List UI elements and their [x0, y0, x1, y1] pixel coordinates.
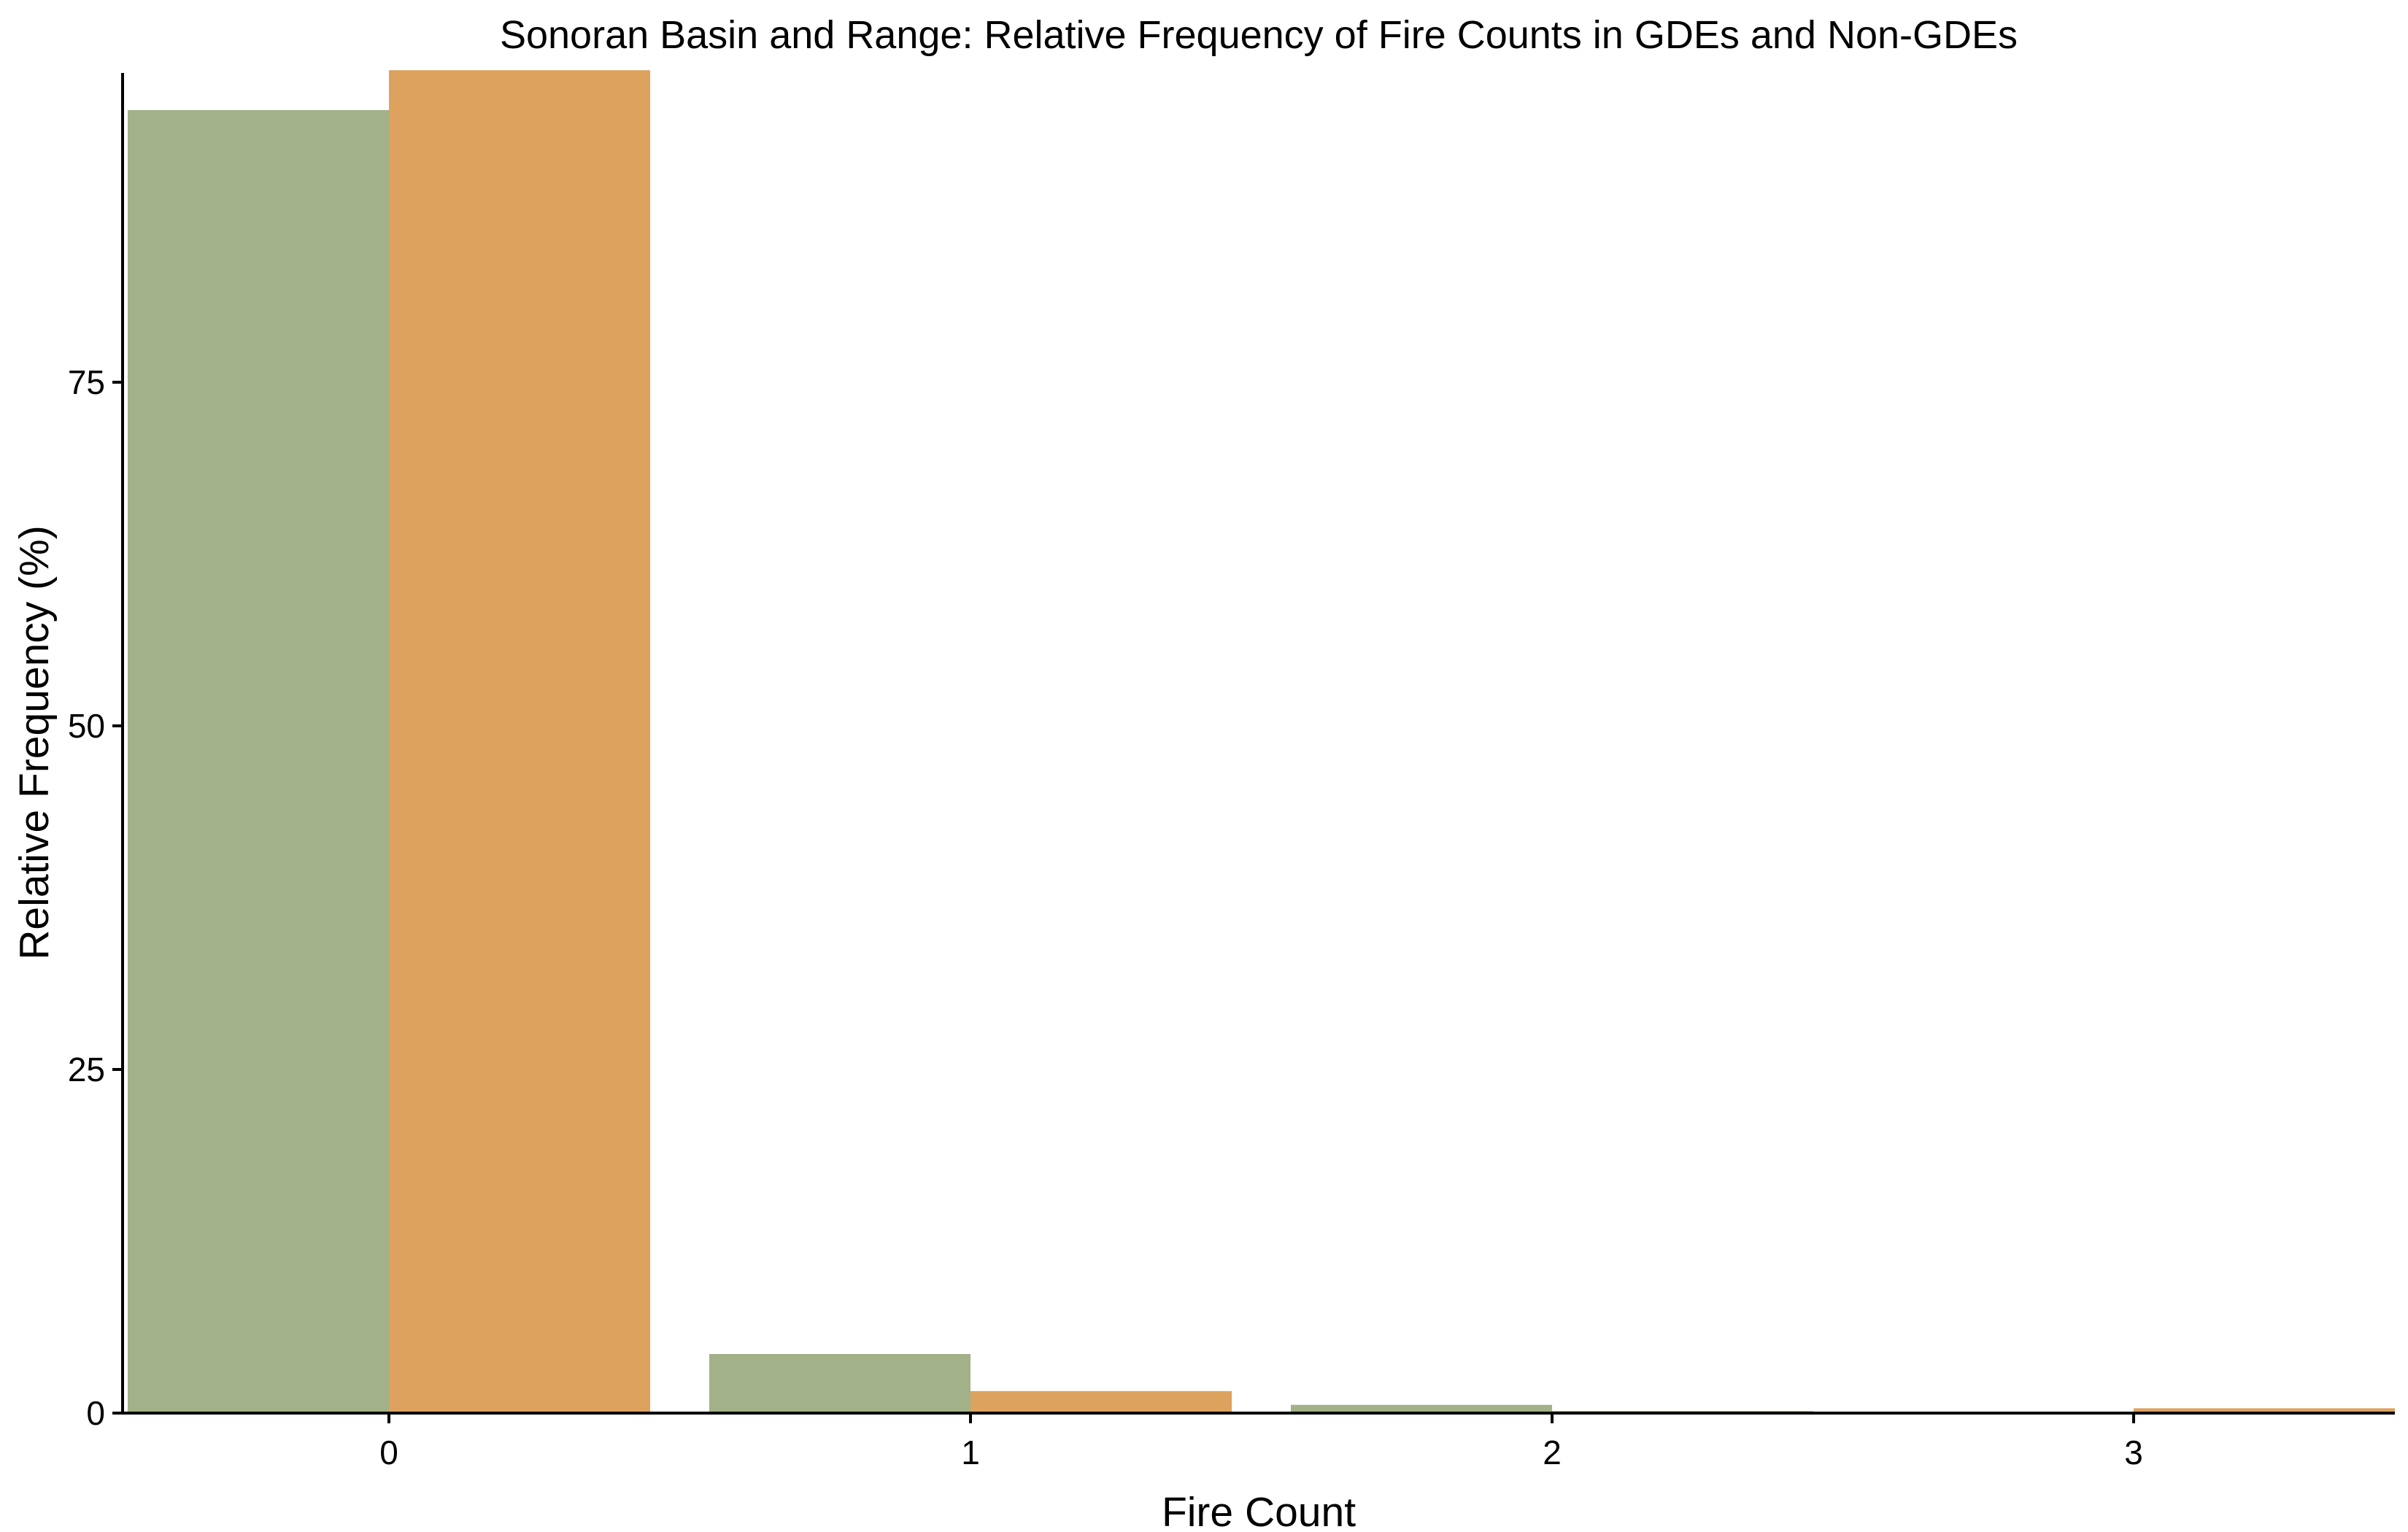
x-tick-label-3: 3 [2124, 1434, 2143, 1471]
axes: 0 25 50 75 0 1 2 3 [68, 73, 2395, 1471]
x-tick-label-1: 1 [961, 1434, 980, 1471]
bar-series-2-cat-1 [970, 1390, 1232, 1413]
x-tick-label-0: 0 [379, 1434, 398, 1471]
y-tick-label-0: 0 [86, 1394, 105, 1432]
y-tick-label-75: 75 [68, 363, 105, 401]
y-tick-label-25: 25 [68, 1051, 105, 1088]
x-axis-label: Fire Count [1162, 1489, 1356, 1532]
y-axis-label: Relative Frequency (%) [11, 525, 58, 960]
chart-title: Sonoran Basin and Range: Relative Freque… [500, 13, 2018, 57]
bars [128, 70, 2395, 1414]
bar-series-1-cat-0 [128, 109, 389, 1414]
bar-series-1-cat-1 [709, 1353, 970, 1413]
x-tick-label-2: 2 [1543, 1434, 1562, 1471]
y-tick-label-50: 50 [68, 707, 105, 745]
bar-series-2-cat-0 [389, 70, 650, 1413]
bar-series-2-cat-3 [2134, 1408, 2395, 1413]
bar-series-1-cat-2 [1291, 1404, 1552, 1413]
